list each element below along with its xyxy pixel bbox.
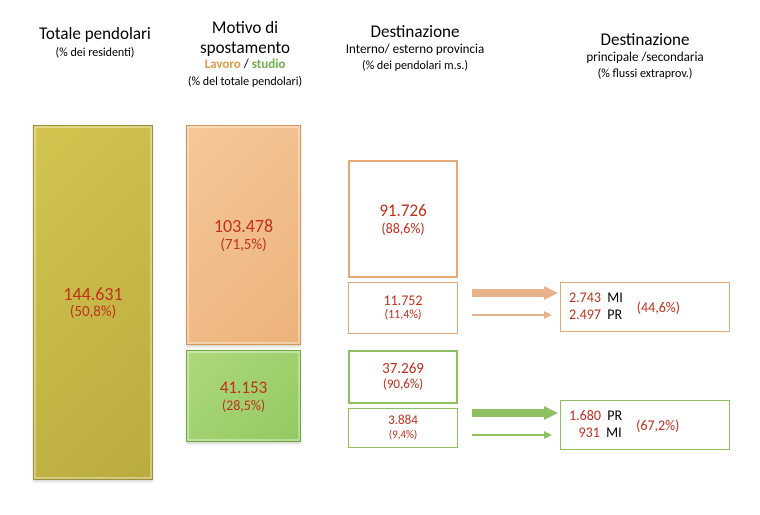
dest-stu-row-1: 1.680 PR [569,408,622,425]
dest-stu-row-2: 931 MI [569,425,622,442]
block-studio-esterno: 3.884 (9,4%) [348,408,458,448]
col4-sub: (% flussi extraprov.) [560,67,730,81]
label-sep: / [241,57,252,72]
dest-stu-pct: (67,2%) [636,417,679,434]
dest-lavoro-rows: 2.743 MI 2.497 PR [569,290,623,324]
dest-lav-row-2: 2.497 PR [569,307,623,324]
stu-int-pct: (90,6%) [383,378,423,393]
lavoro-num: 103.478 [214,216,273,237]
lavoro-label: Lavoro [205,57,241,72]
stu-ext-pct: (9,4%) [389,429,417,442]
arrow-studio-primary [472,406,558,420]
col1-header: Totale pendolari (% dei residenti) [30,24,160,60]
dest-lav-row-1: 2.743 MI [569,290,623,307]
col3-header: Destinazione Interno/ esterno provincia … [340,22,490,74]
lav-ext-num: 11.752 [383,293,422,309]
total-pct: (50,8%) [70,304,116,321]
col3-sub: (% dei pendolari m.s.) [340,59,490,73]
col4-mid: principale /secondaria [560,50,730,66]
dest-studio-box: 1.680 PR 931 MI (67,2%) [560,400,730,450]
lav-ext-pct: (11,4%) [384,309,421,323]
studio-label: studio [252,57,286,72]
col1-sub: (% dei residenti) [30,46,160,60]
block-studio: 41.153 (28,5%) [186,350,301,442]
block-studio-interno: 37.269 (90,6%) [348,350,458,404]
studio-pct: (28,5%) [222,398,265,414]
col3-title: Destinazione [340,22,490,42]
col1-title: Totale pendolari [30,24,160,44]
lav-int-num: 91.726 [379,201,426,221]
lavoro-pct: (71,5%) [220,237,266,254]
block-lavoro-interno: 91.726 (88,6%) [348,160,458,278]
col2-sub: (% del totale pendolari) [180,75,310,89]
block-total: 144.631 (50,8%) [33,125,153,480]
block-lavoro-esterno: 11.752 (11,4%) [348,282,458,334]
col2-header: Motivo di spostamento Lavoro / studio (%… [180,18,310,89]
arrow-lavoro-secondary [472,311,552,319]
col2-labels: Lavoro / studio [180,57,310,73]
dest-studio-rows: 1.680 PR 931 MI [569,408,622,442]
col4-header: Destinazione principale /secondaria (% f… [560,30,730,82]
arrow-studio-secondary [472,431,552,439]
studio-num: 41.153 [220,378,267,398]
dest-lav-pct: (44,6%) [637,299,680,316]
block-lavoro: 103.478 (71,5%) [186,125,301,345]
lav-int-pct: (88,6%) [381,221,424,237]
arrow-lavoro-primary [472,286,558,300]
dest-lavoro-box: 2.743 MI 2.497 PR (44,6%) [560,282,730,332]
stu-int-num: 37.269 [382,361,424,378]
total-num: 144.631 [63,284,122,305]
col4-title: Destinazione [560,30,730,50]
col2-title: Motivo di spostamento [180,18,310,57]
col3-mid: Interno/ esterno provincia [340,42,490,58]
stu-ext-num: 3.884 [388,414,418,429]
